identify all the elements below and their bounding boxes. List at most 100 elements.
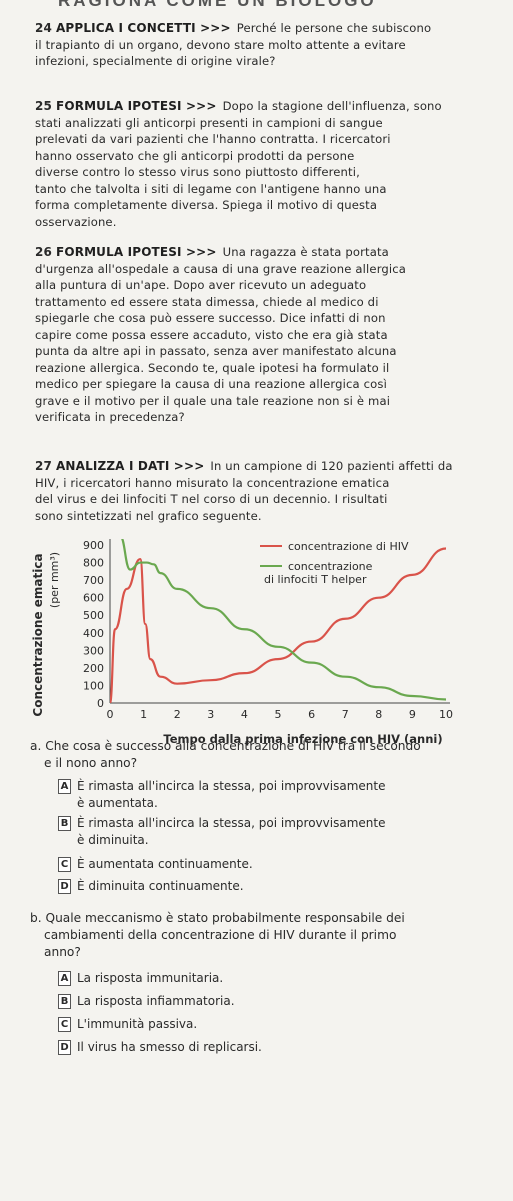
x-tick-label: 10 [439,708,453,721]
option-text: è aumentata. [77,796,158,810]
question-text: capire come possa essere accaduto, visto… [35,327,388,342]
subquestion-a: a. Che cosa è successo alla concentrazio… [30,738,489,772]
question-text: tanto che talvolta i siti di legame con … [35,181,387,196]
question-text: hanno osservato che gli anticorpi prodot… [35,148,355,163]
y-tick-label: 0 [97,697,104,710]
option-letter-box: C [58,857,71,872]
option-text: È rimasta all'incirca la stessa, poi imp… [77,816,386,830]
question-number: 24 [35,21,52,35]
option-text: È diminuita continuamente. [77,879,244,893]
option-letter-box: B [58,994,71,1009]
option-a-D[interactable]: D È diminuita continuamente. [58,878,489,895]
option-b-B[interactable]: B La risposta infiammatoria. [58,993,489,1010]
question-text: verificata in precedenza? [35,410,185,424]
option-letter-box: D [58,1040,71,1055]
question-text: forma completamente diversa. Spiega il m… [35,198,378,212]
option-letter-box: A [58,779,71,794]
x-tick-label: 9 [409,708,416,721]
question-tag: ANALIZZA I DATI >>> [56,459,205,473]
option-b-C[interactable]: C L'immunità passiva. [58,1016,489,1033]
y-tick-label: 300 [83,644,104,657]
y-tick-label: 700 [83,574,104,587]
option-text: L'immunità passiva. [77,1017,198,1031]
hiv-chart: Concentrazione ematica (per mm³) 0100200… [31,539,453,746]
option-letter-box: C [58,1017,71,1032]
subquestion-b: b. Quale meccanismo è stato probabilment… [30,910,489,961]
y-tick-label: 600 [83,592,104,605]
option-b-A[interactable]: A La risposta immunitaria. [58,970,489,987]
y-tick-label: 400 [83,627,104,640]
y-axis-label-group: Concentrazione ematica (per mm³) [31,552,61,717]
y-tick-label: 200 [83,662,104,675]
question-tag: FORMULA IPOTESI >>> [56,245,217,259]
subquestion-text: e il nono anno? [44,756,138,770]
y-tick-label: 100 [83,679,104,692]
question-24: 24 APPLICA I CONCETTI >>> Perché le person… [35,20,489,70]
option-a-C[interactable]: C È aumentata continuamente. [58,856,489,873]
question-text: Una ragazza è stata portata [222,245,389,259]
question-text: spiegarle che cosa può essere successo. … [35,311,386,325]
y-tick-label: 900 [83,539,104,552]
option-a-B[interactable]: B È rimasta all'incirca la stessa, poi i… [58,815,489,849]
question-text: Dopo la stagione dell'influenza, sono [222,99,442,113]
x-tick-label: 7 [342,708,349,721]
option-b-D[interactable]: D Il virus ha smesso di replicarsi. [58,1039,489,1056]
option-text: È aumentata continuamente. [77,857,253,871]
question-text: diverse contro lo stesso virus sono piut… [35,165,360,179]
x-tick-label: 4 [241,708,248,721]
question-number: 27 [35,459,52,473]
y-tick-label: 800 [83,557,104,570]
x-axis-label: Tempo dalla prima infezione con HIV (ann… [163,732,442,746]
question-text: del virus e dei linfociti T nel corso di… [35,492,388,506]
question-text: In un campione di 120 pazienti affetti d… [210,459,453,473]
question-text: prelevati da vari pazienti che l'hanno c… [35,132,391,146]
question-text: osservazione. [35,214,117,229]
legend-label: concentrazione [288,560,373,573]
legend-label: di linfociti T helper [264,573,367,586]
question-tag: FORMULA IPOTESI >>> [56,99,217,113]
option-text: La risposta immunitaria. [77,971,224,985]
question-text: reazione allergica. Secondo te, quale ip… [35,360,390,375]
question-26: 26 FORMULA IPOTESI >>> Una ragazza è stata… [35,244,489,426]
question-text: il trapianto di un organo, devono stare … [35,37,406,52]
option-a-A[interactable]: A È rimasta all'incirca la stessa, poi i… [58,778,489,812]
question-tag: APPLICA I CONCETTI >>> [56,21,231,35]
option-text: Il virus ha smesso di replicarsi. [77,1040,262,1054]
question-text: trattamento ed essere stata dimessa, chi… [35,294,379,309]
x-tick-label: 2 [174,708,181,721]
series-line-linfociti [121,539,447,701]
legend-label: concentrazione di HIV [288,540,409,553]
y-axis-label: Concentrazione ematica [31,553,45,716]
option-letter-box: A [58,971,71,986]
x-tick-label: 3 [207,708,214,721]
x-tick-label: 1 [140,708,147,721]
subquestion-text: anno? [44,945,81,959]
option-letter-box: D [58,879,71,894]
x-tick-label: 0 [107,708,114,721]
option-text: è diminuita. [77,833,149,847]
question-text: alla puntura di un'ape. Dopo aver ricevu… [35,278,367,292]
option-text: È rimasta all'incirca la stessa, poi imp… [77,779,386,793]
option-letter-box: B [58,816,71,831]
subquestion-text: cambiamenti della concentrazione di HIV … [44,928,397,942]
question-25: 25 FORMULA IPOTESI >>> Dopo la stagione de… [35,98,489,230]
question-text: HIV, i ricercatori hanno misurato la con… [35,475,390,490]
question-text: grave e il motivo per il quale una tale … [35,393,391,408]
series-line-hiv [110,547,447,703]
x-tick-label: 5 [275,708,282,721]
subquestion-text: a. Che cosa è successo alla concentrazio… [30,739,421,753]
question-text: stati analizzati gli anticorpi presenti … [35,115,383,130]
y-axis-unit: (per mm³) [48,552,61,608]
question-text: medico per spiegare la causa di una reaz… [35,377,387,391]
y-ticks: 0 100 200 300 400 500 600 700 800 900 [83,539,104,710]
question-text: sono sintetizzati nel grafico seguente. [35,508,262,523]
question-27: 27 ANALIZZA I DATI >>> In un campione di 1… [35,458,489,524]
subquestion-text: b. Quale meccanismo è stato probabilment… [30,911,405,925]
option-text: La risposta infiammatoria. [77,994,235,1008]
question-number: 26 [35,245,52,259]
question-number: 25 [35,99,52,113]
question-text: Perché le persone che subiscono [236,21,432,35]
series-group [110,539,447,703]
question-text: punta da altre api in passato, senza ave… [35,344,397,358]
